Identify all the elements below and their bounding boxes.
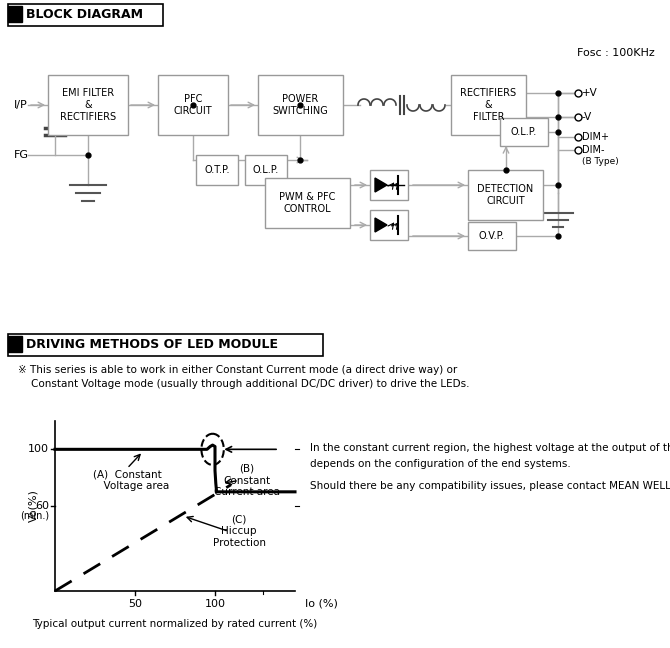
Text: (C)
Hiccup
Protection: (C) Hiccup Protection [212, 515, 265, 548]
Bar [8, 334, 323, 356]
Text: (B Type): (B Type) [582, 157, 619, 167]
Text: depends on the configuration of the end systems.: depends on the configuration of the end … [310, 459, 571, 469]
Bar [370, 210, 408, 240]
Text: (A)  Constant
      Voltage area: (A) Constant Voltage area [84, 470, 170, 491]
Text: PWM & PFC
CONTROL: PWM & PFC CONTROL [279, 192, 336, 214]
Bar [265, 178, 350, 228]
Text: Vo(%): Vo(%) [28, 489, 38, 522]
Text: 50: 50 [128, 599, 142, 609]
Text: -V: -V [582, 112, 592, 122]
Text: I/P: I/P [14, 100, 27, 110]
Text: Constant Voltage mode (usually through additional DC/DC driver) to drive the LED: Constant Voltage mode (usually through a… [18, 379, 470, 389]
Bar [8, 6, 22, 22]
Text: PFC
CIRCUIT: PFC CIRCUIT [174, 94, 212, 116]
Text: POWER
SWITCHING: POWER SWITCHING [273, 94, 328, 116]
Bar [451, 75, 526, 135]
Text: FG: FG [14, 150, 29, 160]
Text: (min.): (min.) [20, 511, 49, 521]
Bar [468, 222, 516, 250]
Polygon shape [375, 178, 387, 192]
Text: DIM-: DIM- [582, 145, 604, 155]
Bar [370, 170, 408, 200]
Text: O.V.P.: O.V.P. [479, 231, 505, 241]
Bar [196, 155, 238, 185]
Text: ※ This series is able to work in either Constant Current mode (a direct drive wa: ※ This series is able to work in either … [18, 365, 457, 375]
Bar [468, 170, 543, 220]
Text: Should there be any compatibility issues, please contact MEAN WELL.: Should there be any compatibility issues… [310, 481, 670, 491]
Bar [158, 75, 228, 135]
Bar [8, 4, 163, 26]
Polygon shape [375, 218, 387, 232]
Text: DIM+: DIM+ [582, 132, 609, 142]
Text: 100: 100 [204, 599, 226, 609]
Text: EMI FILTER
&
RECTIFIERS: EMI FILTER & RECTIFIERS [60, 88, 116, 122]
Bar [48, 75, 128, 135]
Text: O.T.P.: O.T.P. [204, 165, 230, 175]
Bar [500, 118, 548, 146]
Text: Typical output current normalized by rated current (%): Typical output current normalized by rat… [32, 619, 318, 629]
Text: Fosc : 100KHz: Fosc : 100KHz [578, 48, 655, 58]
Text: BLOCK DIAGRAM: BLOCK DIAGRAM [26, 8, 143, 21]
Text: 60: 60 [35, 501, 49, 511]
Text: RECTIFIERS
&
FILTER: RECTIFIERS & FILTER [460, 88, 517, 122]
Text: O.L.P.: O.L.P. [511, 127, 537, 137]
Bar [245, 155, 287, 185]
Text: 100: 100 [28, 445, 49, 454]
Text: Io (%): Io (%) [305, 599, 338, 609]
Text: O.L.P.: O.L.P. [253, 165, 279, 175]
Bar [8, 336, 22, 352]
Text: (B)
Constant
Current area: (B) Constant Current area [214, 464, 280, 497]
Text: In the constant current region, the highest voltage at the output of the driver: In the constant current region, the high… [310, 443, 670, 453]
Text: DETECTION
CIRCUIT: DETECTION CIRCUIT [477, 184, 533, 206]
Text: +V: +V [582, 88, 598, 98]
Text: DRIVING METHODS OF LED MODULE: DRIVING METHODS OF LED MODULE [26, 338, 278, 351]
Bar [258, 75, 343, 135]
